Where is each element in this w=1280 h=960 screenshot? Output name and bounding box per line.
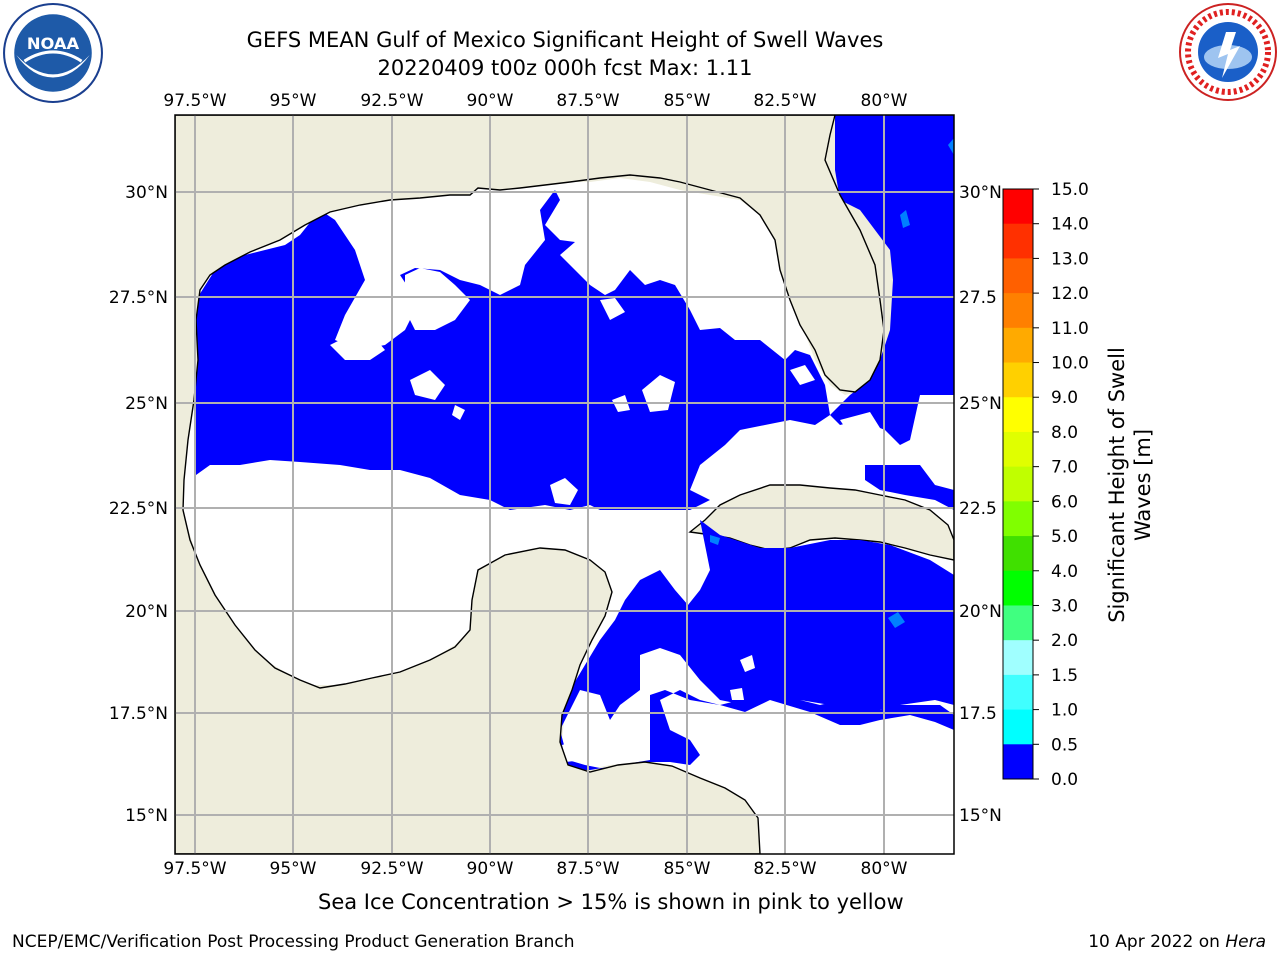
colorbar-tick-label: 0.0 [1051, 770, 1078, 790]
lat-tick-right-2: 27.5 [959, 288, 997, 308]
colorbar-tick-label: 0.5 [1051, 735, 1078, 755]
colorbar-swatch [1003, 501, 1033, 537]
lon-tick-bottom-7: 82.5°W [753, 859, 816, 879]
colorbar-swatch [1003, 709, 1033, 745]
colorbar-swatch [1003, 189, 1033, 225]
colorbar-tick-label: 12.0 [1051, 284, 1089, 304]
colorbar-swatch [1003, 605, 1033, 641]
colorbar-tick-label: 7.0 [1051, 458, 1078, 478]
colorbar-tick-label: 8.0 [1051, 423, 1078, 443]
lon-tick-top-6: 85°W [664, 91, 711, 111]
lat-tick-right-4: 22.5 [959, 499, 997, 519]
colorbar-tick-label: 1.0 [1051, 701, 1078, 721]
title-line-1: GEFS MEAN Gulf of Mexico Significant Hei… [246, 28, 884, 52]
lat-tick-left-7: 15°N [125, 806, 168, 826]
colorbar-tick-label: 15.0 [1051, 180, 1089, 200]
colorbar-swatch [1003, 293, 1033, 329]
lon-tick-top-8: 80°W [861, 91, 908, 111]
colorbar-tick-label: 2.0 [1051, 631, 1078, 651]
colorbar-swatch [1003, 674, 1033, 711]
lon-tick-bottom-1: 97.5°W [163, 859, 226, 879]
footer-credit: NCEP/EMC/Verification Post Processing Pr… [12, 932, 575, 952]
lon-tick-bottom-6: 85°W [664, 859, 711, 879]
colorbar-tick-label: 11.0 [1051, 319, 1089, 339]
lat-tick-right-1: 30°N [959, 183, 1002, 203]
swell-missing-patches [330, 268, 880, 762]
lon-tick-top-2: 95°W [270, 91, 317, 111]
colorbar-ticks: 15.0 14.0 13.0 12.0 11.0 10.0 9.0 8.0 7.0 6.0 5.0 4… [1033, 180, 1089, 790]
colorbar-tick-label: 3.0 [1051, 596, 1078, 616]
lat-tick-right-5: 20°N [959, 602, 1002, 622]
colorbar-frame [1002, 188, 1034, 780]
chart-title: GEFS MEAN Gulf of Mexico Significant Hei… [175, 26, 955, 82]
lon-tick-top-5: 87.5°W [556, 91, 619, 111]
noaa-logo: NOAA [3, 3, 103, 103]
lat-tick-right-6: 17.5 [959, 704, 997, 724]
lat-tick-left-3: 25°N [125, 394, 168, 414]
colorbar-swatch [1003, 744, 1033, 780]
colorbar-swatch [1003, 397, 1033, 433]
colorbar-tick-label: 5.0 [1051, 527, 1078, 547]
lat-tick-left-4: 22.5°N [109, 499, 168, 519]
colorbar-tick-label: 1.5 [1051, 666, 1078, 686]
colorbar-swatch [1003, 327, 1033, 364]
colorbar-tick-label: 9.0 [1051, 388, 1078, 408]
colorbar-tick-label: 6.0 [1051, 492, 1078, 512]
footer-date-text: 10 Apr 2022 on [1088, 932, 1226, 952]
lat-tick-left-6: 17.5°N [109, 704, 168, 724]
lat-ticks-right: 30°N 27.5 25°N 22.5 20°N 17.5 15°N [959, 183, 1002, 826]
colorbar-swatch [1003, 431, 1033, 468]
svg-text:NOAA: NOAA [27, 34, 80, 53]
lon-tick-bottom-3: 92.5°W [360, 859, 423, 879]
swell-field-0m [196, 115, 954, 770]
colorbar-label-line-2: Waves [m] [1131, 429, 1155, 541]
lat-tick-right-3: 25°N [959, 394, 1002, 414]
colorbar-swatch [1003, 223, 1033, 259]
graticule [175, 115, 954, 854]
lat-ticks-left: 30°N 27.5°N 25°N 22.5°N 20°N 17.5°N 15°N [109, 183, 168, 826]
colorbar-swatch [1003, 536, 1033, 572]
colorbar-tick-label: 10.0 [1051, 354, 1089, 374]
colorbar-swatch [1003, 640, 1033, 676]
lon-ticks-bottom: 97.5°W 95°W 92.5°W 90°W 87.5°W 85°W 82.5… [163, 859, 907, 879]
coastlines [175, 115, 885, 854]
map-frame [174, 114, 955, 855]
colorbar [1003, 189, 1033, 780]
lon-tick-top-7: 82.5°W [753, 91, 816, 111]
map-area [175, 115, 954, 854]
colorbar-swatch [1003, 466, 1033, 502]
colorbar-swatch [1003, 362, 1033, 398]
colorbar-swatch [1003, 258, 1033, 294]
title-line-2: 20220409 t00z 000h fcst Max: 1.11 [377, 56, 753, 80]
lon-tick-bottom-8: 80°W [861, 859, 908, 879]
footer-date: 10 Apr 2022 on Hera [1088, 932, 1266, 952]
sea-ice-note: Sea Ice Concentration > 15% is shown in … [318, 890, 904, 914]
colorbar-tick-label: 4.0 [1051, 562, 1078, 582]
lon-tick-bottom-2: 95°W [270, 859, 317, 879]
lat-tick-right-7: 15°N [959, 806, 1002, 826]
colorbar-swatch [1003, 570, 1033, 606]
lon-tick-top-3: 92.5°W [360, 91, 423, 111]
colorbar-tick-label: 14.0 [1051, 215, 1089, 235]
lon-tick-top-1: 97.5°W [163, 91, 226, 111]
national-weather-service-logo [1179, 3, 1277, 101]
lat-tick-left-2: 27.5°N [109, 288, 168, 308]
colorbar-tick-label: 13.0 [1051, 249, 1089, 269]
lon-ticks-top: 97.5°W 95°W 92.5°W 90°W 87.5°W 85°W 82.5… [163, 91, 907, 111]
lat-tick-left-5: 20°N [125, 602, 168, 622]
lon-tick-bottom-5: 87.5°W [556, 859, 619, 879]
lat-tick-left-1: 30°N [125, 183, 168, 203]
lon-tick-bottom-4: 90°W [467, 859, 514, 879]
colorbar-label-line-1: Significant Height of Swell [1105, 347, 1129, 623]
footer-host: Hera [1225, 932, 1266, 952]
lon-tick-top-4: 90°W [467, 91, 514, 111]
